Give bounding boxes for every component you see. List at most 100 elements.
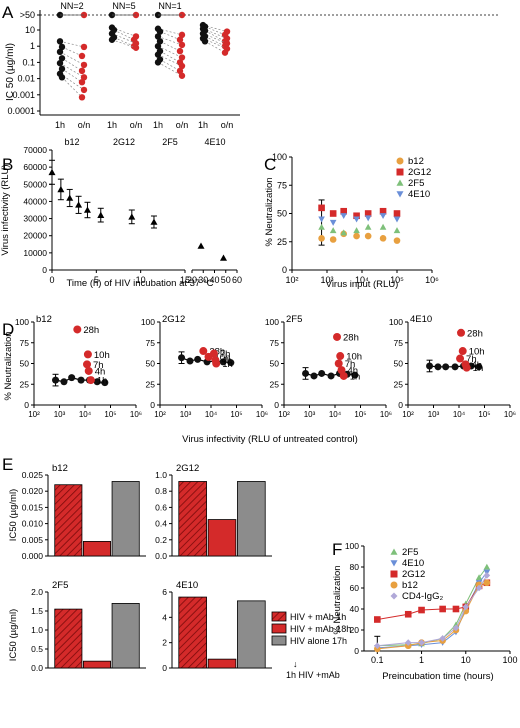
legend-marker [396, 168, 404, 176]
tick-label: 0.0 [155, 551, 167, 561]
cond-label: 1h [153, 120, 163, 130]
point-1h [56, 38, 64, 45]
tick-label: 20 [187, 275, 197, 285]
tick-label: 70000 [23, 145, 47, 155]
time-label: 10h [469, 347, 485, 358]
bar [207, 519, 237, 557]
data-point [418, 639, 425, 646]
tick-label: 40 [209, 275, 219, 285]
data-point [364, 223, 372, 230]
tick-label: 0 [398, 400, 403, 410]
time-point [339, 371, 348, 380]
time-label: 7h [220, 349, 231, 360]
data-point [374, 642, 381, 650]
time-point [84, 366, 93, 375]
data-point [318, 235, 325, 242]
tick-label: 100 [389, 317, 403, 327]
data-point [353, 227, 360, 234]
tick-label: 25 [277, 237, 287, 247]
tick-label: 1.0 [31, 625, 43, 635]
legend-label: 1h HIV +mAb [286, 670, 340, 680]
subplot-title: 4E10 [176, 580, 198, 591]
point-on [178, 62, 186, 70]
tick-label: 1 [30, 41, 35, 51]
tick-label: 50 [146, 359, 156, 369]
data-point [475, 574, 483, 581]
subplot-title: b12 [52, 463, 68, 474]
cond-label: o/n [78, 120, 91, 130]
time-label: 4h [348, 366, 359, 377]
legend-label: 4E10 [408, 189, 430, 200]
tick-label: 25 [394, 379, 404, 389]
data-point [220, 254, 227, 261]
tick-label: 75 [277, 180, 287, 190]
baseline-point [475, 363, 483, 371]
point-1h [201, 38, 209, 45]
tick-label: 0.015 [22, 502, 44, 512]
baseline-point [60, 378, 68, 386]
legend-label: CD4-IgG₂ [402, 591, 443, 602]
data-point [374, 616, 381, 623]
data-point [197, 242, 205, 249]
data-point [475, 584, 483, 592]
group-label: b12 [64, 137, 79, 147]
legend-arrow: ↓ [293, 659, 298, 669]
pair-line [61, 68, 83, 83]
tick-label: 10⁵ [230, 410, 242, 419]
data-point [483, 579, 491, 587]
baseline-point [351, 371, 359, 379]
legend-label: 2F5 [402, 547, 418, 558]
tick-label: 0.6 [155, 502, 167, 512]
data-point [379, 213, 387, 220]
time-label: 7h [93, 360, 104, 371]
bar [237, 600, 266, 669]
tick-label: 10⁶ [425, 275, 439, 285]
time-label: 7h [345, 359, 356, 370]
data-point [393, 237, 401, 244]
tick-label: 75 [20, 338, 30, 348]
data-point [393, 210, 401, 217]
bar [207, 658, 237, 669]
tick-label: 50 [270, 359, 280, 369]
data-point [379, 207, 387, 215]
tick-label: 20 [350, 625, 360, 635]
tick-label: 0 [354, 646, 359, 656]
tick-label: 1.0 [155, 470, 167, 480]
tick-label: 0.000 [22, 551, 44, 561]
axis-label: Virus input (RLU) [326, 279, 399, 290]
data-point [97, 211, 105, 218]
tick-label: 10⁶ [130, 410, 142, 419]
tick-label: 10² [402, 410, 414, 419]
tick-label: 6 [162, 587, 167, 597]
baseline-point [93, 378, 101, 386]
point-1h [154, 33, 162, 40]
axis-label: % Neutralization [264, 177, 275, 246]
tick-label: 10⁵ [390, 275, 404, 285]
data-point [483, 563, 491, 570]
bar [178, 596, 207, 669]
baseline-point [194, 355, 202, 363]
tick-label: 10² [285, 275, 298, 285]
legend-label: b12 [402, 580, 418, 591]
tick-label: 40 [350, 604, 360, 614]
point-1h [156, 38, 164, 45]
tick-label: 0.01 [17, 74, 35, 84]
data-point [364, 215, 372, 222]
tick-label: 0.1 [371, 655, 384, 665]
pair-line [111, 39, 137, 49]
tick-label: 10³ [180, 410, 192, 419]
time-point [336, 352, 345, 361]
legend-marker [390, 570, 398, 578]
data-point [353, 232, 360, 240]
pair-line [157, 62, 183, 77]
tick-label: 1 [419, 655, 424, 665]
tick-label: 20000 [23, 231, 47, 241]
tick-label: 10⁴ [205, 410, 218, 419]
subplot-title: 2F5 [286, 314, 302, 325]
tick-label: 10³ [320, 275, 333, 285]
tick-label: 0.0001 [7, 106, 35, 116]
data-point [452, 624, 460, 632]
baseline-point [327, 372, 335, 380]
point-on [80, 43, 88, 51]
point-on [80, 61, 88, 69]
